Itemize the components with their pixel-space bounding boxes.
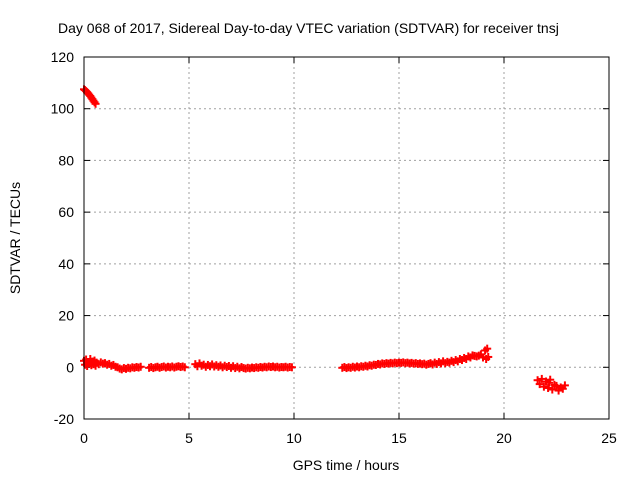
y-tick-label: 20 xyxy=(58,308,74,324)
y-tick-label: 120 xyxy=(51,49,75,65)
data-point xyxy=(560,381,569,390)
y-tick-label: 40 xyxy=(58,256,74,272)
y-tick-label: -20 xyxy=(54,411,74,427)
x-axis-label: GPS time / hours xyxy=(293,457,400,473)
data-point xyxy=(136,362,145,371)
y-tick-label: 80 xyxy=(58,152,74,168)
x-tick-label: 20 xyxy=(496,430,512,446)
data-point xyxy=(537,374,546,383)
data-point xyxy=(539,382,548,391)
data-point xyxy=(552,381,561,390)
x-tick-label: 0 xyxy=(80,430,88,446)
data-point xyxy=(535,380,544,389)
axis-ticks: 0 5 10 15 20 25 -20 0 20 40 60 80 100 120 xyxy=(51,49,617,446)
x-tick-label: 5 xyxy=(185,430,193,446)
data-point xyxy=(546,375,555,384)
data-point xyxy=(180,363,189,372)
x-tick-label: 25 xyxy=(601,430,617,446)
y-axis-label: SDTVAR / TECUs xyxy=(7,182,23,294)
data-point xyxy=(548,385,557,394)
plot-frame xyxy=(83,56,610,420)
y-tick-label: 60 xyxy=(58,204,74,220)
gridlines xyxy=(84,57,609,419)
x-tick-label: 10 xyxy=(286,430,302,446)
data-point xyxy=(91,99,100,108)
y-tick-label: 100 xyxy=(51,101,75,117)
data-point xyxy=(483,344,492,353)
x-tick-label: 15 xyxy=(391,430,407,446)
data-point xyxy=(287,363,296,372)
chart-title: Day 068 of 2017, Sidereal Day-to-day VTE… xyxy=(58,20,559,36)
data-points xyxy=(80,85,569,395)
y-tick-label: 0 xyxy=(66,359,74,375)
data-point xyxy=(90,98,99,107)
data-point xyxy=(544,383,553,392)
data-point xyxy=(484,352,493,361)
